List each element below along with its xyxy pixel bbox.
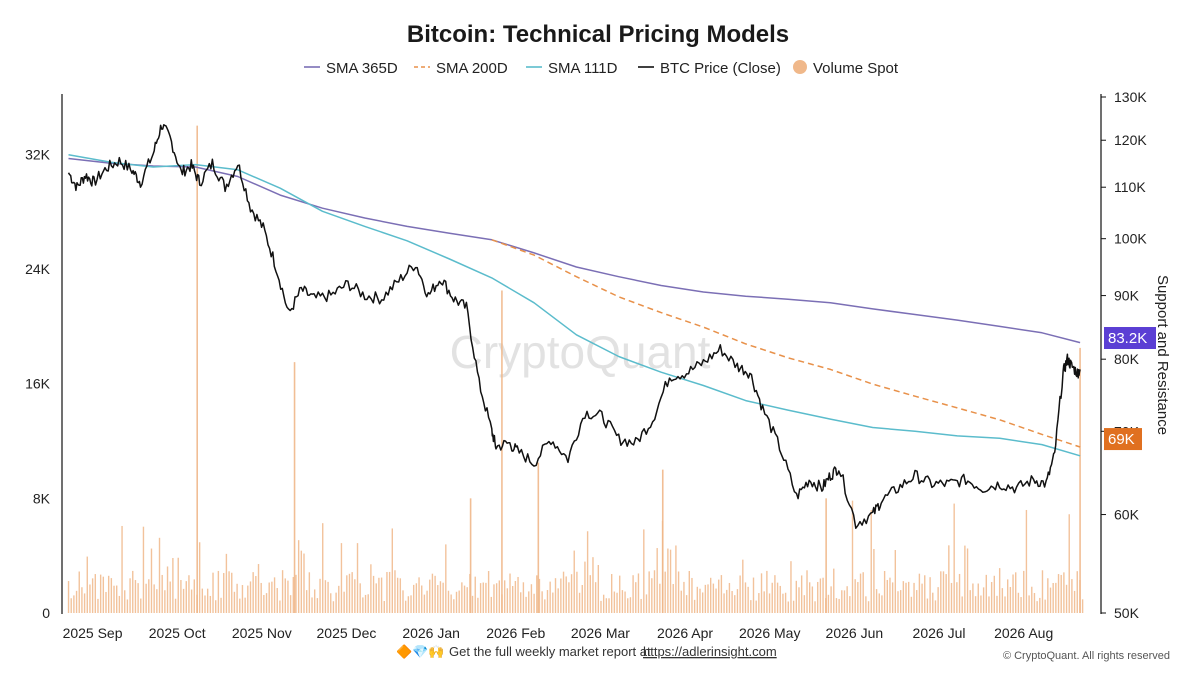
left-tick-label: 32K bbox=[25, 146, 51, 162]
right-tick-label: 50K bbox=[1114, 605, 1140, 621]
left-tick-label: 8K bbox=[33, 490, 51, 506]
right-tick-label: 110K bbox=[1114, 179, 1146, 195]
badge-label: 83.2K bbox=[1108, 330, 1147, 347]
legend-item-sma-365d[interactable]: SMA 365D bbox=[304, 60, 398, 77]
right-axis-title: Support and Resistance bbox=[1154, 275, 1171, 435]
x-tick-label: 2026 May bbox=[739, 625, 800, 641]
right-tick-label: 120K bbox=[1114, 132, 1147, 148]
legend-label: SMA 200D bbox=[436, 60, 508, 77]
chart-title: Bitcoin: Technical Pricing Models bbox=[407, 21, 789, 48]
x-tick-label: 2026 Jul bbox=[913, 625, 966, 641]
value-badges: 83.2K 69K bbox=[1104, 327, 1156, 451]
badge-bg bbox=[1104, 428, 1142, 451]
footer-emoji: 🔶💎🙌 bbox=[396, 644, 445, 659]
footer: 🔶💎🙌 Get the full weekly market report at… bbox=[396, 644, 1170, 662]
footer-link[interactable]: https://adlerinsight.com bbox=[643, 644, 777, 659]
x-tick-label: 2025 Dec bbox=[317, 625, 377, 641]
volume-bars bbox=[67, 125, 1084, 613]
badge-bg bbox=[1104, 327, 1156, 350]
legend-item-sma-111d[interactable]: SMA 111D bbox=[526, 60, 618, 77]
right-tick-label: 100K bbox=[1114, 231, 1147, 247]
x-tick-label: 2026 Apr bbox=[657, 625, 713, 641]
legend-label: Volume Spot bbox=[813, 60, 899, 77]
series-sma-200d bbox=[491, 239, 1081, 448]
x-tick-label: 2025 Sep bbox=[63, 625, 123, 641]
legend: SMA 365D SMA 200D SMA 111D BTC Price (Close… bbox=[304, 60, 899, 77]
legend-swatch bbox=[793, 60, 807, 74]
badge-label: 69K bbox=[1108, 431, 1135, 448]
right-tick-label: 130K bbox=[1114, 89, 1147, 105]
x-tick-label: 2025 Nov bbox=[232, 625, 292, 641]
legend-item-sma-200d[interactable]: SMA 200D bbox=[414, 60, 508, 77]
legend-item-volume-spot[interactable]: Volume Spot bbox=[793, 60, 899, 77]
right-axis-ticks: 50K60K70K80K90K100K110K120K130K bbox=[1101, 89, 1147, 621]
series-sma-365d bbox=[68, 157, 1081, 344]
right-tick-label: 80K bbox=[1114, 351, 1140, 367]
legend-label: SMA 111D bbox=[548, 60, 618, 77]
x-axis-ticks: 2025 Sep 2025 Oct 2025 Nov 2025 Dec 2026 Jan… bbox=[63, 625, 1054, 641]
left-tick-label: 0 bbox=[42, 605, 50, 621]
series-lines bbox=[67, 124, 1081, 529]
x-tick-label: 2026 Mar bbox=[571, 625, 630, 641]
x-tick-label: 2026 Jun bbox=[826, 625, 884, 641]
copyright: © CryptoQuant. All rights reserved bbox=[1003, 650, 1170, 662]
x-tick-label: 2026 Aug bbox=[994, 625, 1053, 641]
legend-label: SMA 365D bbox=[326, 60, 398, 77]
legend-item-btc-price-close[interactable]: BTC Price (Close) bbox=[638, 60, 781, 77]
badge-83-2k: 83.2K bbox=[1104, 327, 1156, 350]
footer-text: Get the full weekly market report at bbox=[449, 644, 651, 659]
legend-label: BTC Price (Close) bbox=[660, 60, 781, 77]
left-tick-label: 24K bbox=[25, 261, 51, 277]
series-btc-price-close bbox=[67, 124, 1081, 529]
watermark: CryptoQuant bbox=[450, 326, 711, 378]
x-tick-label: 2025 Oct bbox=[149, 625, 206, 641]
series-sma-111d bbox=[68, 154, 1081, 457]
x-tick-label: 2026 Jan bbox=[402, 625, 460, 641]
right-tick-label: 60K bbox=[1114, 507, 1140, 523]
right-tick-label: 90K bbox=[1114, 288, 1140, 304]
left-axis-ticks: 0 8K 16K 24K 32K bbox=[25, 146, 51, 621]
left-tick-label: 16K bbox=[25, 376, 51, 392]
badge-69k: 69K bbox=[1104, 428, 1142, 451]
x-tick-label: 2026 Feb bbox=[486, 625, 545, 641]
